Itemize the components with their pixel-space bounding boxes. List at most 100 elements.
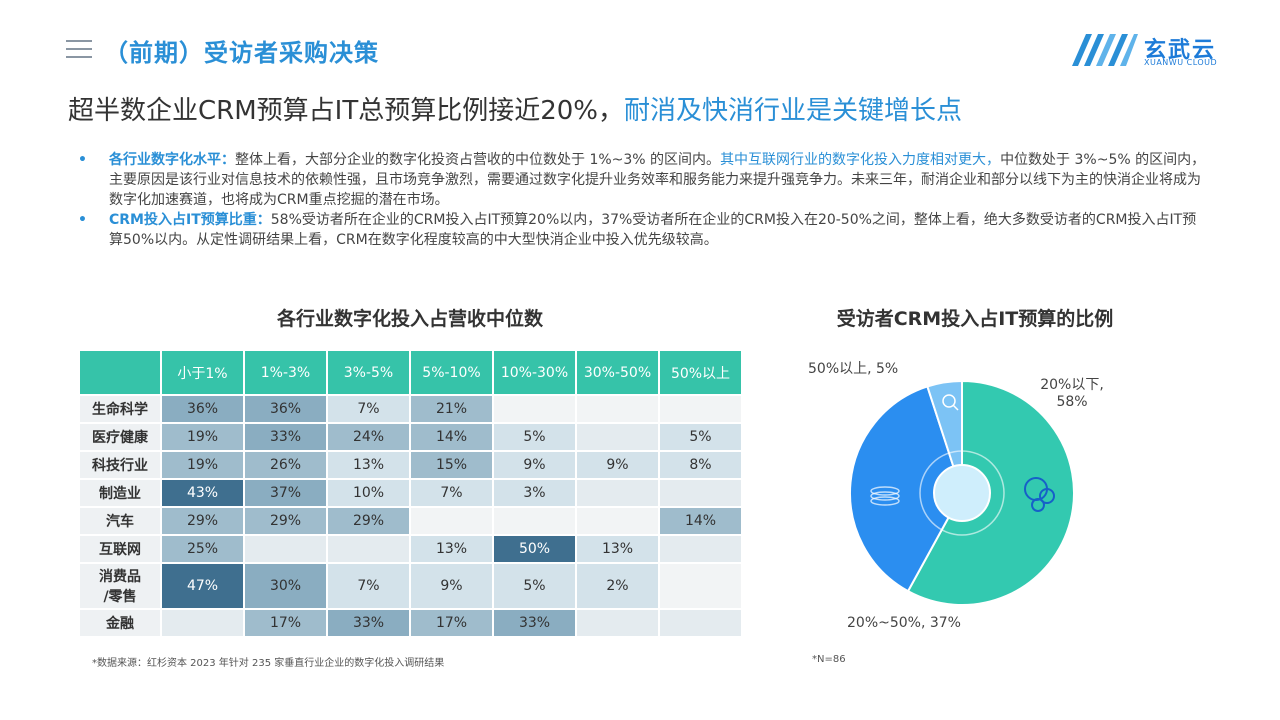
heat-cell: 14% (658, 506, 743, 536)
heat-cell: 15% (409, 450, 494, 480)
heat-cell (409, 506, 494, 536)
bullet-crm-ratio: • CRM投入占IT预算比重：58%受访者所在企业的CRM投入占IT预算20%以… (78, 210, 1208, 250)
column-header: 小于1% (160, 349, 245, 396)
bullet-list: • 各行业数字化水平：整体上看，大部分企业的数字化投资占营收的中位数处于 1%~… (78, 150, 1208, 250)
heat-cell: 33% (326, 608, 411, 638)
table-row: 汽车 29% 29% 29% 14% (78, 506, 743, 536)
pie-slice-label: 50%以上, 5% (808, 361, 898, 377)
bullet-label: 各行业数字化水平： (109, 152, 235, 168)
row-header: 消费品/零售 (78, 562, 162, 610)
table-row: 金融 17% 33% 17% 33% (78, 608, 743, 638)
headline-part1: 超半数企业CRM预算占IT总预算比例接近20%， (68, 96, 624, 126)
pie-slice-over-50 (926, 379, 963, 494)
table-row: 制造业 43% 37% 10% 7% 3% (78, 478, 743, 508)
heat-cell (575, 478, 660, 508)
table-row: 医疗健康 19% 33% 24% 14% 5% 5% (78, 422, 743, 452)
heat-cell (658, 478, 743, 508)
table-title: 各行业数字化投入占营收中位数 (276, 308, 543, 330)
row-header: 科技行业 (78, 450, 162, 480)
sample-size-note: *N=86 (812, 654, 846, 665)
heat-cell: 36% (160, 394, 245, 424)
heat-cell: 7% (326, 562, 411, 610)
heat-cell: 17% (243, 608, 328, 638)
heat-cell: 2% (575, 562, 660, 610)
logo-subtext: XUANWU CLOUD (1144, 58, 1218, 67)
bullet-label: CRM投入占IT预算比重： (109, 212, 271, 228)
row-header: 金融 (78, 608, 162, 638)
bullet-text: 58%受访者所在企业的CRM投入占IT预算20%以内，37%受访者所在企业的CR… (109, 212, 1197, 248)
dollar-coins-icon (1024, 477, 1055, 512)
pie-title: 受访者CRM投入占IT预算的比例 (836, 308, 1114, 330)
bullet-text: 整体上看，大部分企业的数字化投资占营收的中位数处于 1%~3% 的区间内。 (235, 152, 721, 168)
headline-highlight: 耐消及快消行业是关键增长点 (624, 96, 963, 126)
row-header: 制造业 (78, 478, 162, 508)
heat-cell: 14% (409, 422, 494, 452)
table-header-row: 小于1% 1%-3% 3%-5% 5%-10% 10%-30% 30%-50% 50%以上 (78, 349, 743, 396)
heat-cell (658, 534, 743, 564)
heat-cell: 7% (326, 394, 411, 424)
heat-cell: 13% (326, 450, 411, 480)
heat-cell (243, 534, 328, 564)
heat-cell: 33% (243, 422, 328, 452)
bullet-dot: • (78, 152, 87, 168)
heat-cell: 19% (160, 422, 245, 452)
heat-cell: 29% (160, 506, 245, 536)
coin-stack-icon (870, 486, 900, 506)
table-row: 生命科学 36% 36% 7% 21% (78, 394, 743, 424)
table-row: 消费品/零售 47% 30% 7% 9% 5% 2% (78, 562, 743, 610)
heat-cell: 25% (160, 534, 245, 564)
heat-cell: 30% (243, 562, 328, 610)
heat-cell: 43% (160, 478, 245, 508)
heat-cell (326, 534, 411, 564)
bullet-digital-level: • 各行业数字化水平：整体上看，大部分企业的数字化投资占营收的中位数处于 1%~… (78, 150, 1208, 210)
heat-cell: 17% (409, 608, 494, 638)
column-header: 30%-50% (575, 349, 660, 396)
column-header: 10%-30% (492, 349, 577, 396)
heat-cell: 37% (243, 478, 328, 508)
heat-cell (575, 422, 660, 452)
heat-cell: 36% (243, 394, 328, 424)
heat-cell: 50% (492, 534, 577, 564)
search-coin-icon (942, 394, 959, 411)
heat-cell: 9% (409, 562, 494, 610)
heat-cell: 47% (160, 562, 245, 610)
heat-cell: 5% (492, 422, 577, 452)
column-header: 1%-3% (243, 349, 328, 396)
heat-cell: 29% (326, 506, 411, 536)
pie-center-hole (933, 464, 991, 522)
pie-center-ring (919, 450, 1005, 536)
heat-cell: 19% (160, 450, 245, 480)
logo-text: 玄武云 (1144, 38, 1217, 63)
heat-cell: 8% (658, 450, 743, 480)
bullet-dot: • (78, 212, 87, 228)
heat-cell (160, 608, 245, 638)
heat-cell: 29% (243, 506, 328, 536)
heat-cell (575, 394, 660, 424)
table-row: 科技行业 19% 26% 13% 15% 9% 9% 8% (78, 450, 743, 480)
pie-slice-label: 20%以下, 58% (1040, 377, 1104, 410)
heat-cell: 10% (326, 478, 411, 508)
heat-cell: 5% (658, 422, 743, 452)
menu-icon[interactable] (66, 40, 92, 60)
heat-cell (658, 562, 743, 610)
row-header: 医疗健康 (78, 422, 162, 452)
logo-stripes-icon (1072, 34, 1138, 66)
heat-cell: 24% (326, 422, 411, 452)
heat-cell: 3% (492, 478, 577, 508)
heat-cell (575, 506, 660, 536)
logo: 玄武云 XUANWU CLOUD (1068, 30, 1228, 70)
bullet-text-cont: 中位数处于 3%~5% 的区间内，主要原因是该行业对信息技术的依赖性强，且市场竞… (109, 152, 1206, 208)
headline: 超半数企业CRM预算占IT总预算比例接近20%，耐消及快消行业是关键增长点 (68, 90, 962, 127)
table-row: 互联网 25% 13% 50% 13% (78, 534, 743, 564)
row-header: 互联网 (78, 534, 162, 564)
source-note: *数据来源：红杉资本 2023 年针对 235 家垂直行业企业的数字化投入调研结… (92, 658, 445, 669)
heat-cell: 21% (409, 394, 494, 424)
heat-cell: 26% (243, 450, 328, 480)
table-body: 生命科学 36% 36% 7% 21% 医疗健康 19% 33% 24% 14% 5% 5% 科技行业 1… (78, 394, 743, 638)
column-header: 3%-5% (326, 349, 411, 396)
pie-slice-20-50 (849, 385, 964, 593)
heat-cell: 33% (492, 608, 577, 638)
row-header: 汽车 (78, 506, 162, 536)
table-corner (78, 349, 162, 396)
heat-cell: 9% (575, 450, 660, 480)
